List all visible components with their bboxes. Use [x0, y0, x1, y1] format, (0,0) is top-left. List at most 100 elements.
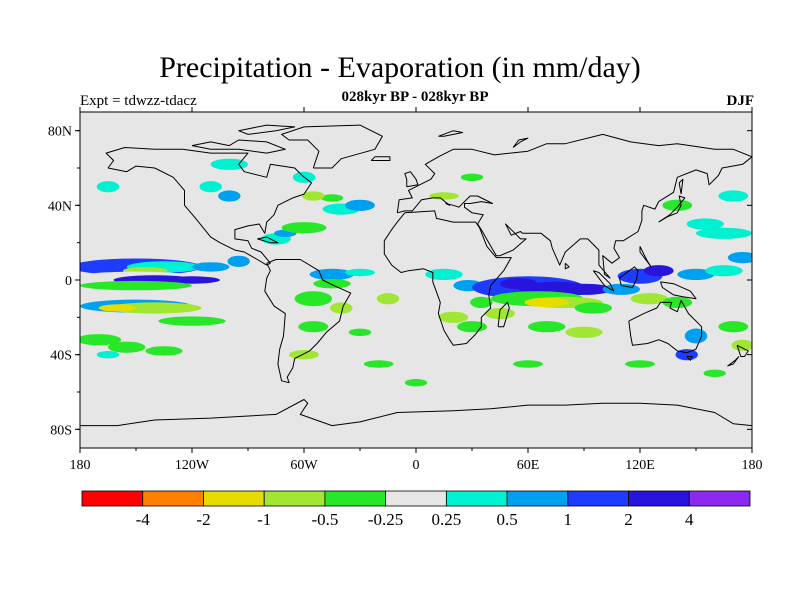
anomaly-region — [686, 218, 724, 230]
colorbar-label: 2 — [624, 510, 633, 529]
lat-tick-label: 0 — [65, 274, 72, 289]
anomaly-region — [298, 321, 329, 333]
anomaly-region — [429, 192, 459, 200]
colorbar-swatch — [263, 490, 326, 507]
anomaly-region — [470, 296, 493, 308]
season-label: DJF — [726, 93, 755, 109]
coastline — [238, 124, 296, 135]
anomaly-region — [718, 190, 749, 202]
anomaly-region — [210, 158, 248, 170]
anomaly-region — [330, 302, 353, 314]
coastline — [404, 171, 419, 188]
colorbar-swatch — [385, 490, 447, 507]
anomaly-region — [164, 276, 220, 284]
anomaly-region — [158, 316, 226, 326]
anomaly-region — [662, 296, 693, 308]
colorbar-swatch — [203, 490, 265, 507]
anomaly-region — [96, 181, 120, 193]
coastline — [281, 124, 383, 169]
colorbar-label: -0.25 — [368, 510, 403, 529]
coastline — [438, 130, 464, 137]
anomaly-region — [199, 181, 222, 193]
coastline — [686, 356, 693, 361]
lon-tick-label: 120E — [625, 458, 655, 473]
colorbar-label: -0.5 — [311, 510, 338, 529]
anomaly-region — [460, 173, 484, 181]
anomaly-region — [80, 334, 122, 346]
coastline — [80, 399, 752, 427]
anomaly-field-layer — [80, 158, 752, 387]
colorbar-label: -4 — [136, 510, 151, 529]
anomaly-region — [108, 341, 146, 353]
anomaly-region — [643, 265, 674, 277]
map-axes: 80N 40N 0 40S 80S 180 120W 60W 0 60E 120E 180 — [48, 107, 763, 473]
colorbar-label: 4 — [685, 510, 694, 529]
anomaly-region — [524, 297, 570, 308]
anomaly-region — [294, 291, 332, 307]
anomaly-region — [662, 199, 693, 211]
anomaly-region — [345, 268, 375, 277]
lat-tick-label: 40S — [50, 349, 72, 364]
coastline — [592, 270, 615, 292]
coastline — [383, 210, 512, 346]
anomaly-region — [630, 293, 668, 305]
coastline — [264, 259, 352, 384]
coastline — [257, 236, 279, 244]
anomaly-region — [320, 194, 344, 202]
anomaly-region — [363, 360, 394, 368]
anomaly-region — [108, 302, 202, 314]
colorbar-swatch — [567, 490, 629, 507]
coastline — [191, 139, 286, 154]
colorbar-label: -2 — [196, 510, 210, 529]
colorbar-swatch — [628, 490, 690, 507]
anomaly-region — [218, 190, 241, 202]
lat-tick-label: 40N — [48, 199, 72, 214]
anomaly-region — [348, 328, 372, 336]
anomaly-region — [227, 255, 250, 267]
colorbar-label: 1 — [564, 510, 573, 529]
colorbar-label: 0.25 — [432, 510, 462, 529]
coastline — [736, 344, 749, 357]
anomaly-region — [727, 252, 752, 264]
coastline — [678, 178, 684, 195]
anomaly-region — [98, 304, 136, 312]
colorbar-swatch — [445, 490, 508, 507]
plot-subtitle: 028kyr BP - 028kyr BP — [341, 89, 489, 105]
anomaly-region — [513, 360, 543, 368]
coastline-layer — [80, 124, 752, 427]
coastline — [370, 156, 391, 161]
coastline — [658, 195, 686, 223]
anomaly-region — [731, 339, 752, 351]
anomaly-region — [80, 280, 192, 291]
colorbar: -4 -2 -1 -0.5 -0.25 0.25 0.5 1 2 4 — [81, 490, 751, 529]
colorbar-label: 0.5 — [496, 510, 517, 529]
anomaly-region — [718, 321, 749, 333]
lon-tick-label: 60E — [517, 458, 540, 473]
colorbar-swatch — [688, 490, 751, 507]
coastline — [497, 301, 510, 328]
lat-tick-label: 80S — [50, 423, 72, 438]
anomaly-region — [677, 268, 715, 280]
coastline — [660, 281, 697, 300]
colorbar-label: -1 — [257, 510, 271, 529]
anomaly-region — [313, 279, 351, 289]
lon-tick-label: 60W — [290, 458, 318, 473]
coastline — [619, 266, 639, 288]
coastline — [639, 246, 652, 268]
anomaly-region — [302, 191, 325, 201]
anomaly-region — [684, 328, 708, 344]
colorbar-swatch — [142, 490, 204, 507]
coastline — [727, 356, 740, 367]
lon-tick-label: 180 — [742, 458, 763, 473]
anomaly-region — [696, 227, 752, 239]
anomaly-region — [425, 268, 463, 280]
anomaly-region — [457, 321, 487, 333]
anomaly-region — [289, 350, 319, 360]
lon-tick-label: 120W — [175, 458, 210, 473]
anomaly-region — [438, 311, 469, 323]
anomaly-region — [145, 346, 183, 356]
experiment-label: Expt = tdwzz-tdacz — [80, 93, 197, 109]
lon-tick-label: 0 — [413, 458, 420, 473]
coastline — [628, 300, 703, 354]
